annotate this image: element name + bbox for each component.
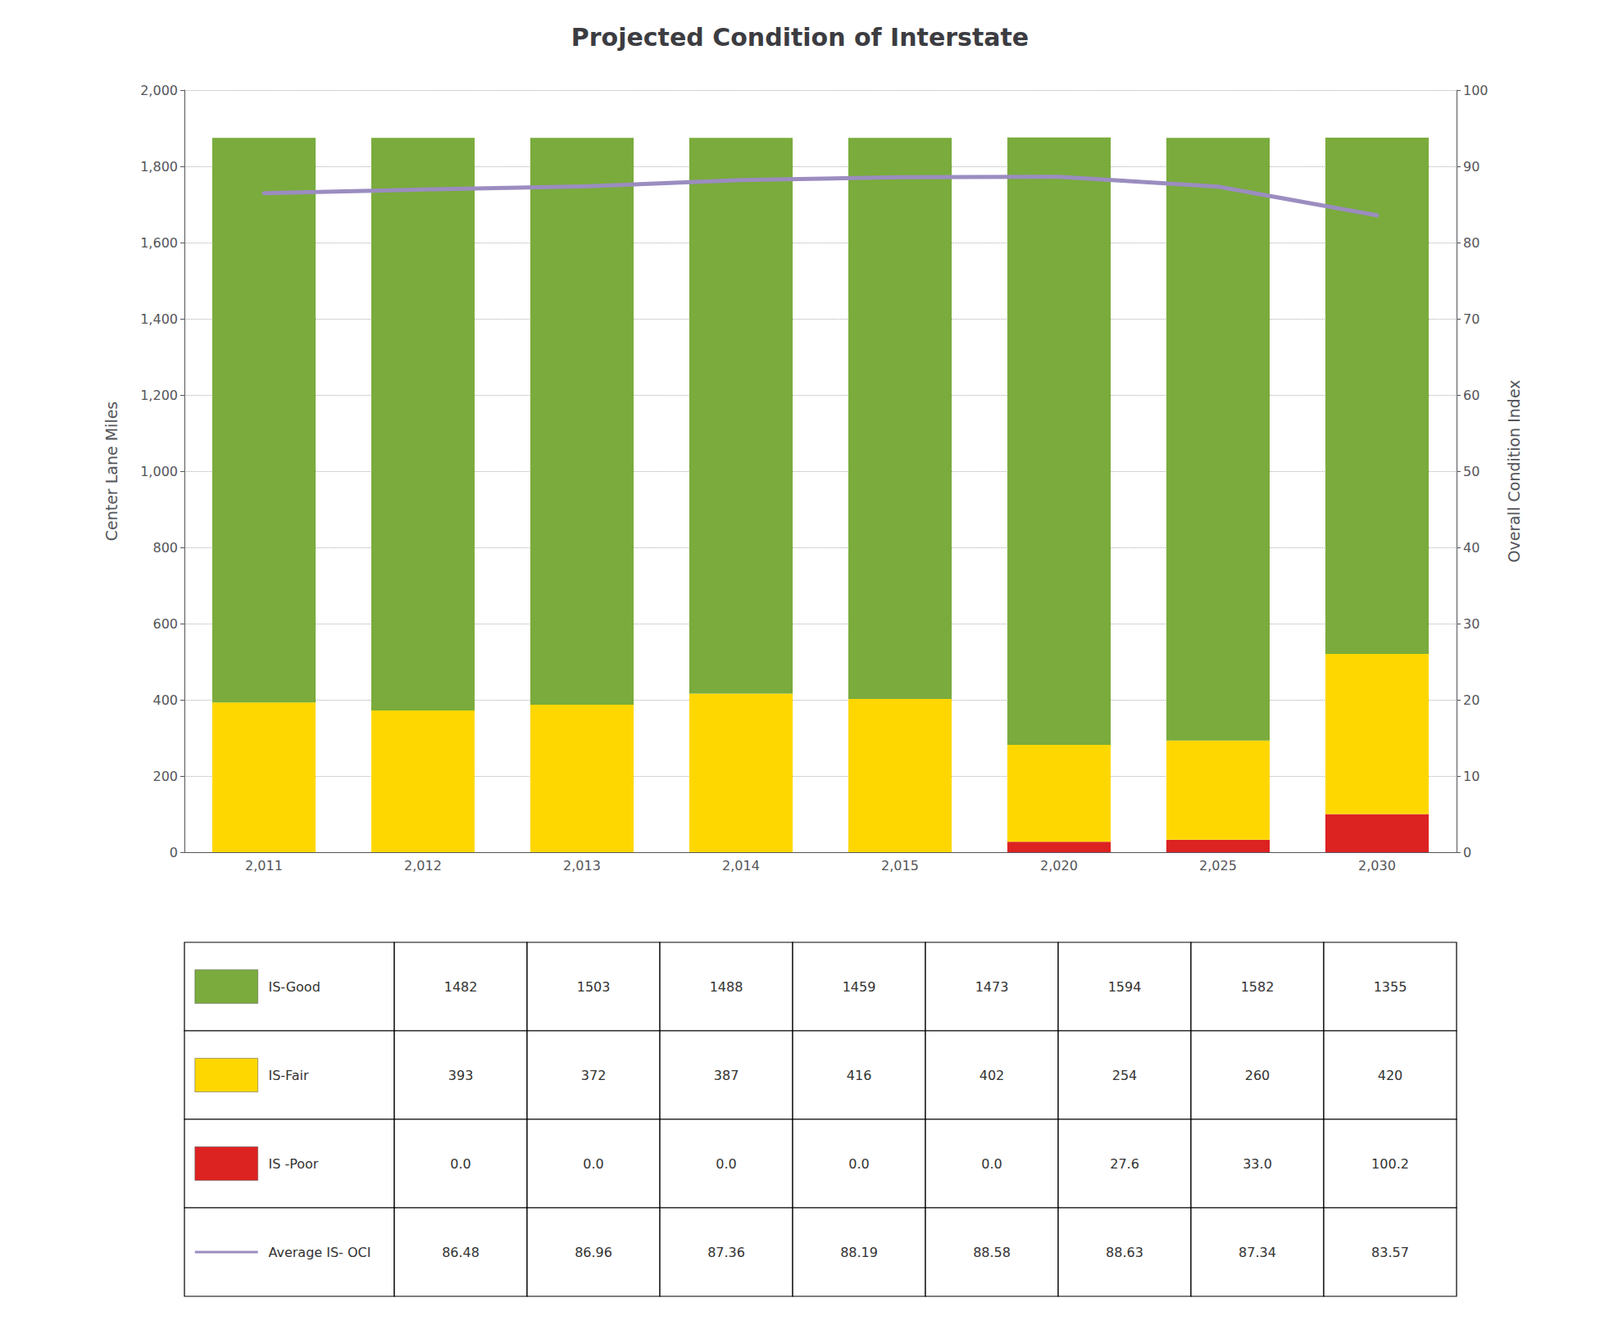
svg-text:254: 254 (1112, 1068, 1138, 1084)
svg-text:88.19: 88.19 (840, 1245, 878, 1261)
svg-text:88.63: 88.63 (1105, 1245, 1144, 1261)
svg-text:20: 20 (1463, 692, 1480, 709)
svg-text:1482: 1482 (444, 979, 478, 996)
svg-text:0.0: 0.0 (981, 1156, 1002, 1173)
svg-text:420: 420 (1377, 1068, 1404, 1084)
svg-text:2,015: 2,015 (881, 858, 919, 874)
svg-text:2,025: 2,025 (1199, 858, 1237, 874)
svg-text:27.6: 27.6 (1109, 1156, 1140, 1173)
svg-text:70: 70 (1463, 311, 1480, 328)
svg-text:87.34: 87.34 (1238, 1245, 1277, 1261)
svg-text:100.2: 100.2 (1371, 1156, 1410, 1173)
svg-text:60: 60 (1463, 387, 1480, 404)
svg-text:2,000: 2,000 (140, 82, 178, 99)
svg-text:1503: 1503 (577, 979, 611, 996)
svg-text:83.57: 83.57 (1371, 1245, 1410, 1261)
svg-text:1488: 1488 (709, 979, 744, 996)
svg-text:2,012: 2,012 (404, 858, 442, 874)
svg-text:1,400: 1,400 (140, 311, 178, 328)
svg-text:86.96: 86.96 (574, 1245, 613, 1261)
svg-text:IS-Fair: IS-Fair (268, 1068, 310, 1084)
svg-text:1,200: 1,200 (140, 387, 178, 404)
svg-text:Average IS- OCI: Average IS- OCI (268, 1245, 371, 1261)
svg-text:2,020: 2,020 (1040, 858, 1078, 874)
svg-text:800: 800 (152, 540, 178, 556)
svg-text:2,011: 2,011 (245, 858, 283, 874)
svg-text:Overall Condition Index: Overall Condition Index (1504, 380, 1523, 564)
svg-text:0: 0 (1463, 845, 1472, 861)
svg-text:1,000: 1,000 (140, 463, 178, 480)
svg-text:10: 10 (1463, 768, 1480, 785)
svg-text:1,800: 1,800 (140, 159, 178, 175)
svg-text:IS -Poor: IS -Poor (268, 1156, 319, 1173)
svg-text:200: 200 (152, 768, 178, 785)
svg-text:0.0: 0.0 (450, 1156, 471, 1173)
svg-text:1473: 1473 (975, 979, 1010, 996)
svg-text:100: 100 (1463, 82, 1489, 99)
svg-text:Projected Condition of Interst: Projected Condition of Interstate (571, 22, 1029, 52)
svg-text:0.0: 0.0 (715, 1156, 737, 1173)
svg-text:40: 40 (1463, 540, 1480, 556)
svg-text:50: 50 (1463, 463, 1480, 480)
svg-text:2,013: 2,013 (563, 858, 601, 874)
svg-text:0.0: 0.0 (582, 1156, 604, 1173)
svg-text:87.36: 87.36 (707, 1245, 746, 1261)
svg-text:2,030: 2,030 (1358, 858, 1396, 874)
svg-text:600: 600 (152, 616, 178, 632)
svg-text:1582: 1582 (1240, 979, 1275, 996)
svg-text:1,600: 1,600 (140, 235, 178, 251)
svg-text:80: 80 (1463, 235, 1480, 251)
svg-text:30: 30 (1463, 616, 1480, 632)
svg-text:90: 90 (1463, 159, 1480, 175)
svg-text:402: 402 (979, 1068, 1005, 1084)
svg-text:416: 416 (846, 1068, 873, 1084)
svg-text:387: 387 (713, 1068, 740, 1084)
svg-text:1355: 1355 (1373, 979, 1408, 996)
svg-text:Center Lane Miles: Center Lane Miles (102, 401, 121, 542)
svg-text:86.48: 86.48 (441, 1245, 480, 1261)
svg-text:393: 393 (448, 1068, 474, 1084)
svg-text:1459: 1459 (842, 979, 877, 996)
svg-text:33.0: 33.0 (1242, 1156, 1273, 1173)
svg-text:0.0: 0.0 (848, 1156, 869, 1173)
svg-text:IS-Good: IS-Good (268, 979, 320, 996)
svg-text:88.58: 88.58 (972, 1245, 1011, 1261)
svg-text:0: 0 (169, 845, 178, 861)
svg-text:400: 400 (152, 692, 178, 709)
svg-text:2,014: 2,014 (722, 858, 760, 874)
svg-text:372: 372 (581, 1068, 607, 1084)
svg-text:260: 260 (1245, 1068, 1271, 1084)
svg-text:1594: 1594 (1108, 979, 1142, 996)
